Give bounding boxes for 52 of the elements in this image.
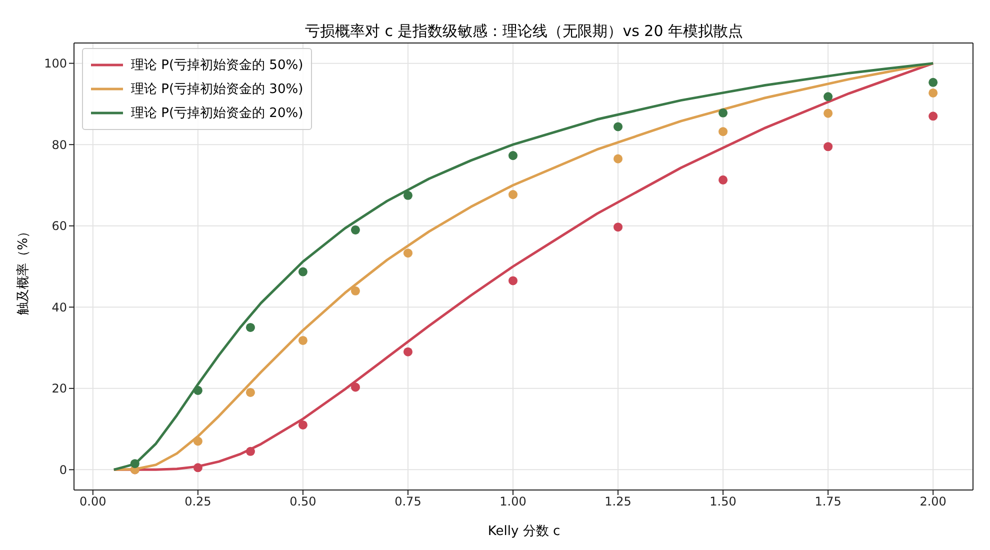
point (193, 436, 202, 446)
point (298, 336, 308, 345)
legend-label: 理论 P(亏掉初始资金的 20%) (131, 105, 304, 122)
point (508, 276, 518, 286)
y-tick-label: 40 (52, 300, 67, 314)
point (718, 127, 728, 136)
point (403, 248, 412, 258)
y-tick-label: 80 (52, 138, 67, 152)
x-tick-label: 2.00 (920, 494, 946, 509)
point (298, 267, 308, 276)
y-tick-label: 20 (52, 382, 67, 396)
point (824, 142, 833, 152)
point (718, 108, 728, 118)
y-tick-label: 100 (44, 56, 67, 71)
x-tick-label: 0.75 (394, 494, 422, 509)
point (246, 446, 255, 456)
y-axis-title: 触及概率（%） (15, 224, 32, 315)
x-tick-label: 1.75 (814, 494, 842, 509)
point (246, 322, 255, 332)
point (928, 112, 938, 121)
point (718, 175, 728, 184)
point (350, 225, 360, 234)
y-tick-label: 0 (59, 462, 67, 477)
point (614, 122, 623, 132)
x-tick-label: 0.00 (80, 494, 106, 509)
y-tick-label: 60 (52, 219, 67, 234)
x-axis-title: Kelly 分数 c (486, 523, 562, 540)
point (824, 92, 833, 102)
point (928, 78, 938, 87)
point (350, 382, 360, 392)
point (130, 459, 140, 468)
x-tick-label: 1.50 (710, 494, 736, 509)
point (928, 88, 938, 98)
x-tick-label: 1.00 (500, 494, 526, 509)
point (403, 347, 412, 356)
point (298, 420, 308, 430)
x-tick-label: 1.25 (604, 494, 632, 509)
chart-title: 亏损概率对 c 是指数级敏感：理论线（无限期）vs 20 年模拟散点 (304, 22, 744, 41)
point (614, 222, 623, 232)
point (824, 108, 833, 118)
point (193, 463, 202, 472)
legend-label: 理论 P(亏掉初始资金的 50%) (131, 57, 304, 74)
x-tick-label: 0.50 (290, 494, 316, 509)
point (508, 190, 518, 200)
point (508, 151, 518, 160)
point (246, 388, 255, 397)
point (193, 386, 202, 395)
legend-label: 理论 P(亏掉初始资金的 30%) (131, 81, 304, 98)
point (614, 154, 623, 164)
point (350, 286, 360, 296)
point (403, 190, 412, 200)
x-tick-label: 0.25 (184, 494, 212, 509)
